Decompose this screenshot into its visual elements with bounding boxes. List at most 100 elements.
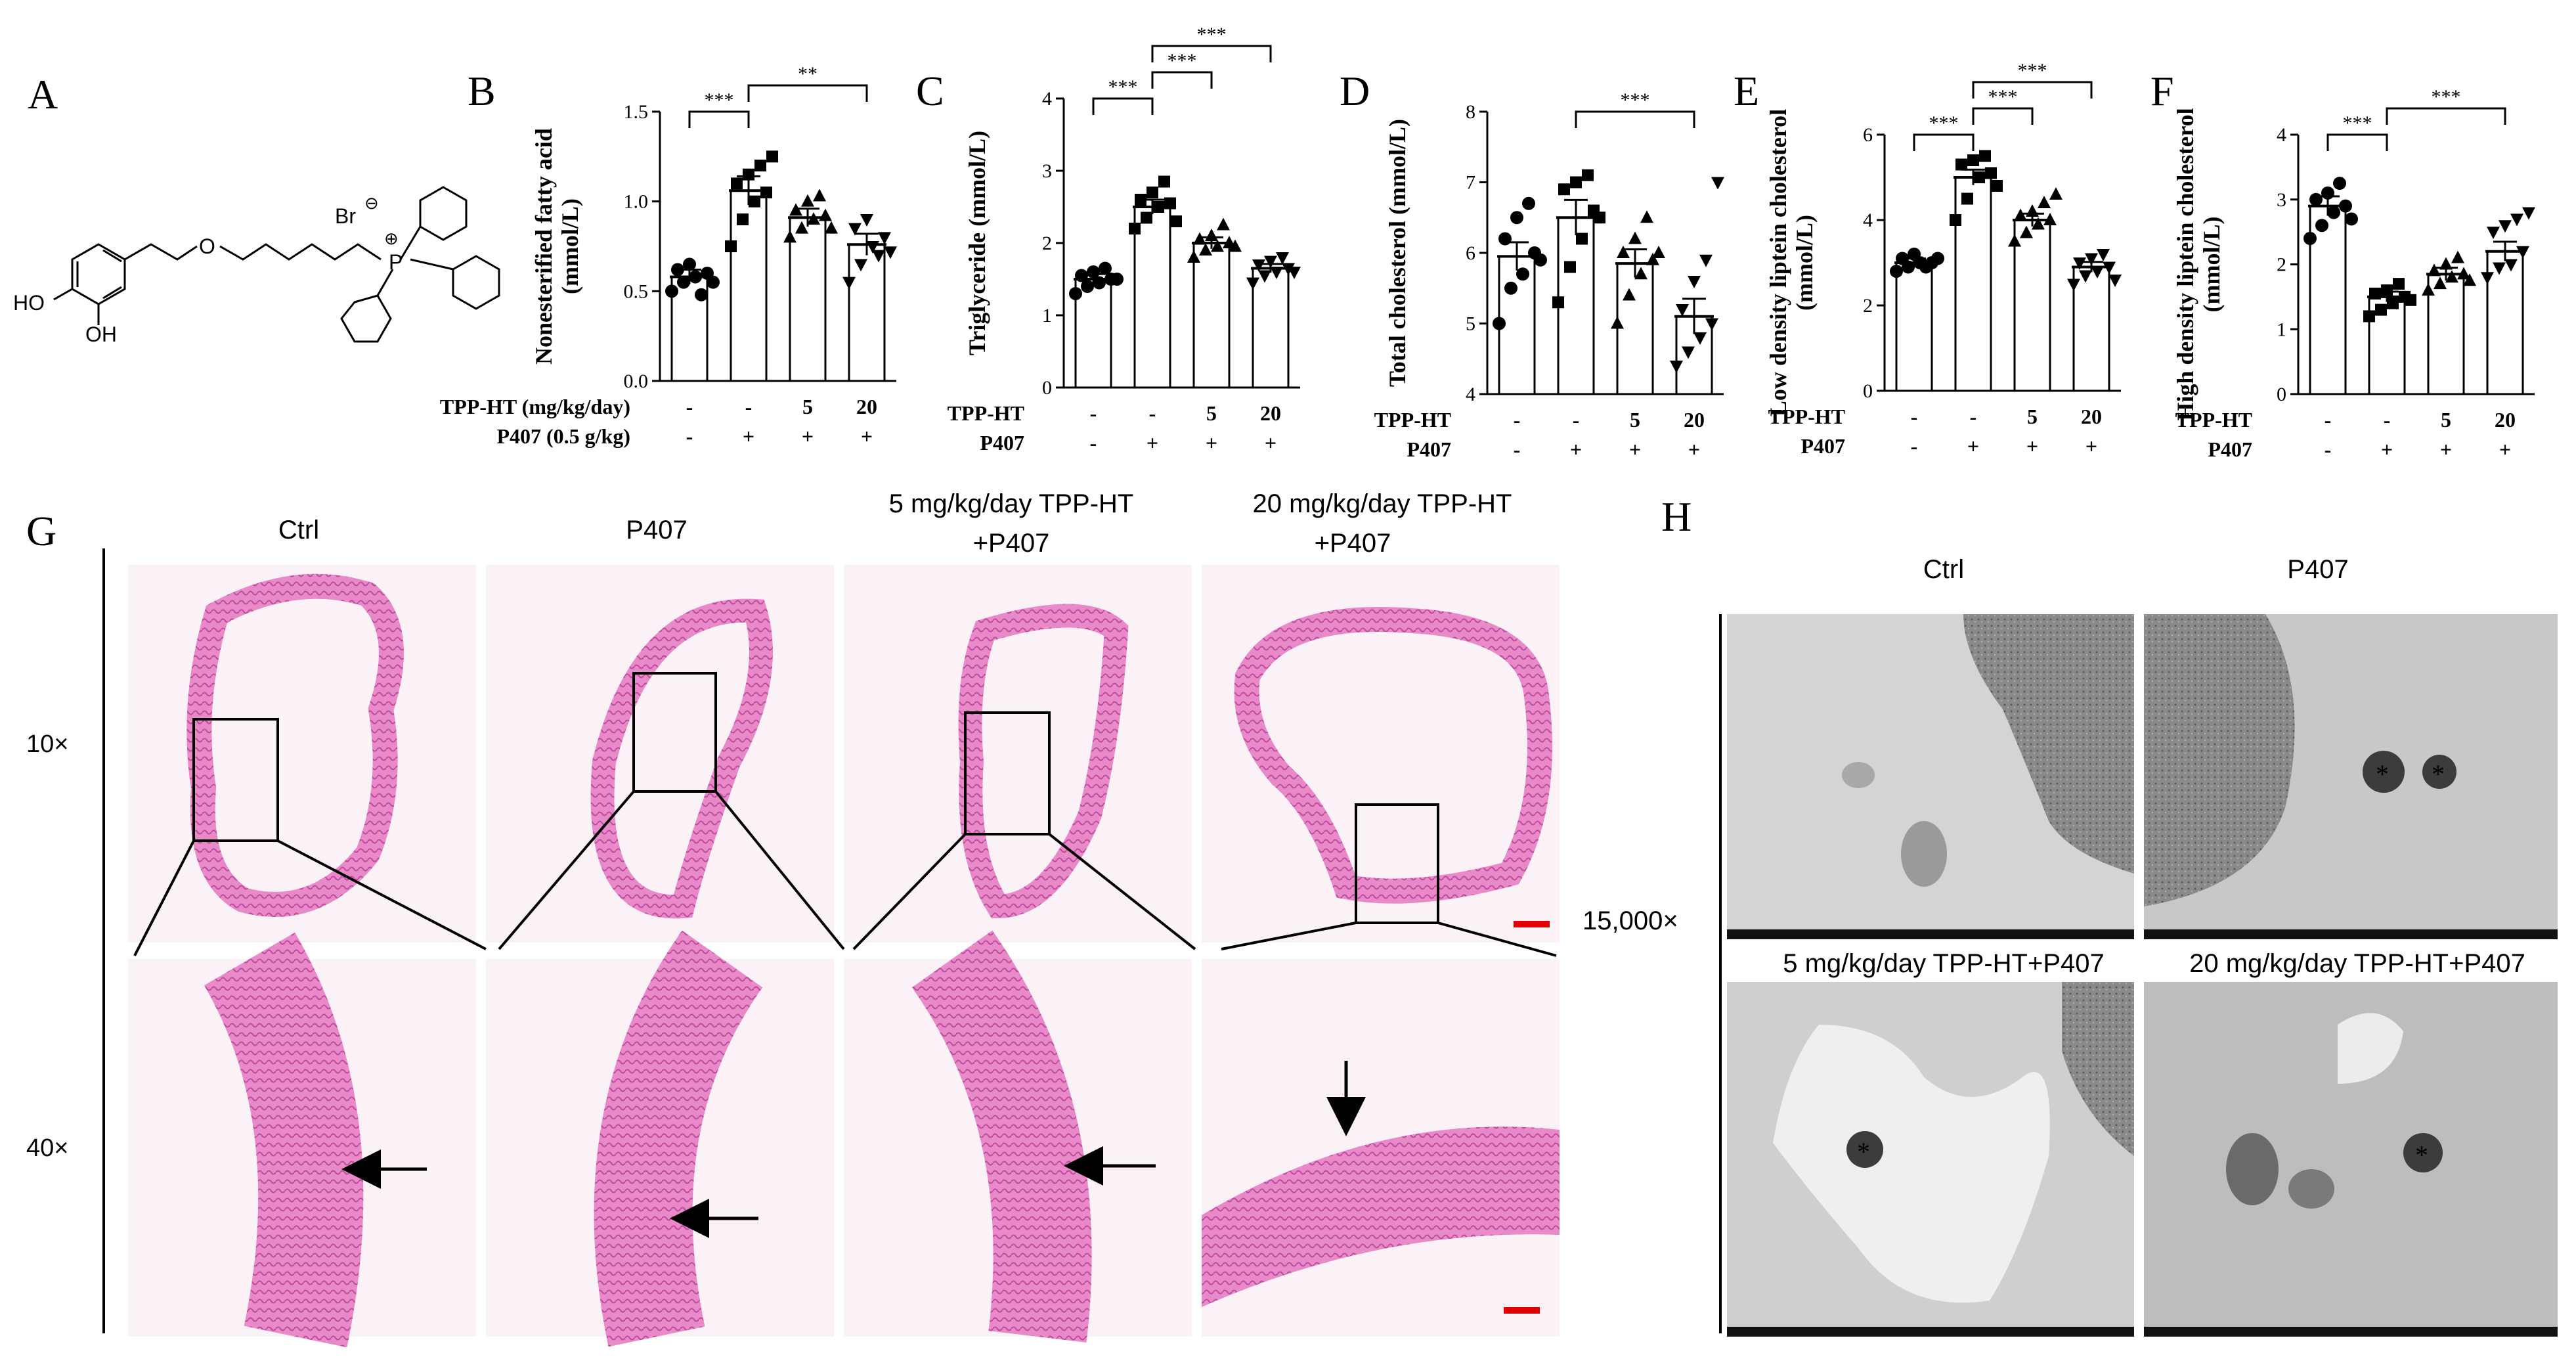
- treatment-value: -: [686, 395, 693, 418]
- bar: [2013, 219, 2051, 392]
- data-point: [671, 263, 684, 277]
- data-point: [1135, 194, 1146, 206]
- tem-image-5mg: *: [1727, 982, 2134, 1337]
- panel-letter-h: H: [1661, 493, 1692, 540]
- bar: [2486, 250, 2524, 395]
- catechol-ring: [71, 243, 126, 305]
- data-point: [1617, 246, 1630, 258]
- h-col-label-p407: P407: [2287, 555, 2348, 584]
- he-image-p407-40x: [486, 930, 834, 1347]
- data-point: [1646, 252, 1659, 265]
- data-point: [1640, 210, 1653, 223]
- g-row-label-10x: 10×: [26, 730, 68, 758]
- data-point: [754, 160, 766, 171]
- data-point: [1217, 217, 1230, 231]
- treatment-value: -: [2325, 437, 2332, 461]
- panel-g-histology: 10× 40× Ctrl P407 5 mg/kg/day TPP-HT +P4…: [26, 489, 1560, 1348]
- data-point: [1682, 346, 1695, 359]
- treatment-value: 5: [1206, 401, 1217, 425]
- data-point: [1069, 287, 1082, 300]
- y-axis-label: (mmol/L): [2198, 217, 2225, 313]
- treatment-value: 5: [2441, 408, 2451, 432]
- y-axis-label: Nonesterified fatty acid: [531, 128, 557, 365]
- data-point: [2043, 213, 2057, 225]
- atom-br-charge: ⊖: [364, 193, 379, 213]
- data-point: [1141, 211, 1152, 224]
- data-point: [2103, 261, 2116, 275]
- significance-bracket: [688, 110, 750, 128]
- treatment-row-label: TPP-HT: [948, 401, 1024, 425]
- g-col-label-20mg: 20 mg/kg/day TPP-HT: [1253, 489, 1512, 518]
- data-point: [2303, 232, 2317, 245]
- bar: [848, 243, 886, 382]
- he-image-20mg-10x: [1202, 565, 1560, 943]
- data-point: [1961, 192, 1973, 205]
- data-point: [1973, 171, 1985, 183]
- data-point: [1146, 187, 1158, 198]
- data-point: [1164, 197, 1176, 210]
- y-tick-label: 7: [1466, 172, 1475, 194]
- y-axis-label: Total cholesterol (mmol/L): [1384, 119, 1410, 387]
- bar: [2309, 205, 2347, 395]
- y-tick-label: 0.0: [624, 370, 649, 392]
- data-point: [1611, 316, 1624, 329]
- data-point: [2375, 303, 2387, 316]
- data-point: [760, 187, 772, 198]
- tem-image-ctrl: [1727, 614, 2134, 939]
- panel-h-tem: Ctrl P407 15,000× 5 mg/kg/day TPP-HT+P40…: [1583, 555, 2558, 1337]
- data-point: [2327, 206, 2340, 219]
- data-point: [1252, 259, 1265, 272]
- treatment-row-label: TPP-HT: [1374, 408, 1451, 432]
- g-row-label-40x: 40×: [26, 1134, 68, 1162]
- treatment-value: +: [1967, 434, 1979, 458]
- h-col-label-5mg: 5 mg/kg/day TPP-HT+P407: [1783, 949, 2105, 978]
- data-point: [2321, 186, 2334, 200]
- treatment-value: -: [1970, 405, 1977, 428]
- data-point: [1670, 361, 1683, 373]
- data-point: [1634, 267, 1648, 280]
- panel-letter-a: A: [28, 71, 58, 118]
- treatment-value: +: [1146, 431, 1158, 455]
- data-point: [789, 203, 802, 216]
- data-point: [783, 230, 797, 243]
- data-point: [1110, 273, 1124, 286]
- data-point: [725, 240, 737, 252]
- tem-marker-20mg: *: [2415, 1140, 2428, 1170]
- y-tick-label: 2: [2277, 254, 2286, 276]
- data-point: [801, 194, 814, 207]
- treatment-value: 20: [1684, 408, 1705, 432]
- treatment-value: +: [743, 424, 754, 448]
- data-point: [884, 246, 897, 259]
- panel-letter-f: F: [2150, 68, 2174, 114]
- treatment-value: -: [1573, 408, 1580, 432]
- data-point: [2393, 278, 2405, 290]
- significance-label: ***: [2343, 112, 2372, 134]
- treatment-row-label: P407: [980, 431, 1024, 455]
- data-point: [819, 208, 832, 221]
- data-point: [707, 275, 720, 289]
- bar: [1074, 278, 1112, 389]
- scale-bar-40x: [1504, 1307, 1540, 1314]
- g-col-label-p407: P407: [626, 516, 687, 545]
- h-magnification: 15,000×: [1583, 906, 1678, 935]
- y-tick-label: 4: [1466, 384, 1475, 405]
- y-tick-label: 0.5: [624, 280, 649, 302]
- significance-bracket: [1092, 97, 1154, 115]
- y-axis-label: Low density liptein cholesterol: [1765, 109, 1791, 416]
- panel-letter-b: B: [468, 68, 496, 114]
- data-point: [766, 150, 778, 163]
- data-point: [743, 168, 754, 181]
- data-point: [2481, 272, 2494, 285]
- data-point: [2493, 262, 2506, 275]
- data-point: [1991, 180, 2003, 192]
- data-point: [2428, 263, 2441, 277]
- data-point: [1087, 265, 1100, 278]
- treatment-value: -: [1514, 437, 1521, 461]
- significance-label: ***: [1197, 24, 1227, 45]
- treatment-value: 5: [2027, 405, 2038, 428]
- data-point: [2097, 249, 2110, 261]
- y-tick-label: 1: [1042, 305, 1052, 326]
- data-point: [1276, 252, 1289, 265]
